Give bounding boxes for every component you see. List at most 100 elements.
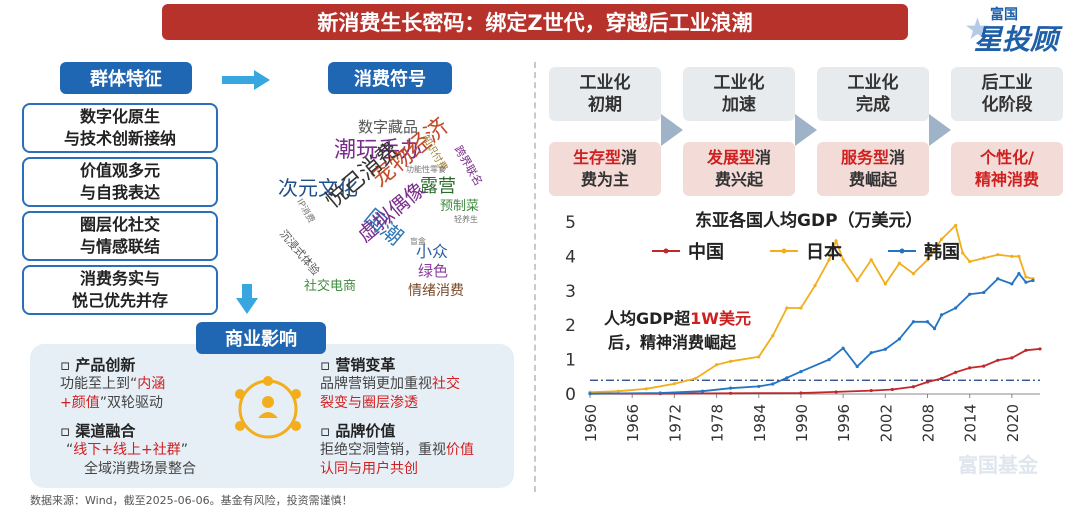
consumption-highlight: 发展型 [706, 148, 755, 167]
data-point [869, 388, 873, 393]
cloud-word: 小众 [416, 242, 449, 261]
people-network-icon [235, 376, 301, 439]
data-point [841, 258, 845, 262]
data-point [1024, 280, 1028, 284]
data-point [644, 387, 648, 391]
stage-2: 工业化 加速 [683, 67, 795, 121]
biz-highlight: 线下+线上+社群 [73, 442, 181, 458]
y-tick-label: 2 [565, 316, 576, 336]
stage-2-line1: 工业化 [713, 73, 765, 93]
cloud-word: 盲盒 [410, 237, 426, 246]
data-point [897, 337, 901, 341]
data-point [827, 358, 831, 362]
data-point [925, 380, 930, 384]
data-point [834, 390, 838, 394]
data-point [729, 386, 733, 390]
biz-brand: ▫ 品牌价值 拒绝空洞营销，重视价值 认同与用户共创 [320, 420, 500, 479]
logo: ★ 富国 星投顾 [964, 4, 1074, 56]
data-point [982, 256, 986, 260]
stage-1-line2: 初期 [588, 95, 622, 115]
stage-4-line1: 后工业 [981, 73, 1033, 93]
data-point [939, 376, 944, 381]
chevron-right-icon [661, 114, 683, 146]
consumption-4: 个性化/ 精神消费 [951, 142, 1063, 196]
chart-plot [588, 223, 1042, 396]
y-tick-label: 3 [565, 282, 576, 302]
chart-annotation-line1: 人均GDP超1W美元 [604, 309, 751, 328]
arrow-right-icon [222, 70, 270, 90]
data-point [982, 290, 986, 295]
feature-1-line1: 数字化原生 [79, 107, 160, 126]
arrow-down-icon [236, 284, 258, 314]
biz-text-part: 功能至上到“ [60, 376, 138, 392]
data-point [869, 258, 873, 262]
feature-3-line1: 圈层化社交 [79, 215, 160, 234]
y-tick-label: 1 [565, 351, 576, 371]
legend-marker [781, 248, 787, 254]
stage-1-line1: 工业化 [579, 73, 631, 93]
data-point [982, 364, 986, 368]
biz-highlight: 价值 [446, 442, 474, 458]
consumption-text: 消 [755, 148, 772, 167]
consumption-4-line1: 个性化/ [980, 148, 1034, 167]
biz-highlight: 认同与用户共创 [320, 461, 418, 477]
legend-label: 中国 [688, 241, 724, 263]
data-point [616, 389, 620, 393]
data-point [729, 359, 733, 363]
data-point [1031, 278, 1035, 283]
data-point [771, 333, 775, 338]
consumption-3-line1: 服务型消 [841, 147, 905, 169]
data-point [911, 385, 916, 389]
cloud-word: 沉浸式体验 [276, 227, 323, 278]
series-line-2 [589, 272, 1034, 395]
stage-3: 工业化 完成 [817, 67, 929, 121]
consumption-2-line1: 发展型消 [707, 147, 771, 169]
feature-2-line2: 与自我表达 [79, 183, 160, 202]
data-point [890, 387, 894, 392]
x-tick-label: 1996 [835, 404, 853, 442]
feature-2-line1: 价值观多元 [79, 161, 160, 180]
y-tick-label: 0 [565, 385, 576, 405]
consumption-3: 服务型消 费崛起 [817, 142, 929, 196]
biz-marketing-title: 营销变革 [335, 356, 396, 374]
data-point [954, 370, 958, 374]
legend-label: 日本 [806, 241, 842, 263]
cloud-word: 绿色 [418, 262, 449, 280]
chart-legend: 中国 日本 韩国 [652, 241, 960, 263]
biz-highlight: 内涵 [137, 376, 166, 392]
y-tick-label: 5 [565, 213, 576, 233]
footer-note: 数据来源：Wind，截至2025-06-06。基金有风险，投资需谨慎！ [30, 494, 353, 507]
biz-marketing-head: ▫ 营销变革 [320, 356, 396, 374]
cloud-word: 数字藏品 [358, 118, 419, 136]
biz-marketing: ▫ 营销变革 品牌营销更加重视社交 裂变与圈层渗透 [320, 354, 500, 413]
data-point [968, 292, 972, 296]
biz-product-head: ▫ 产品创新 [60, 356, 136, 374]
data-point [1017, 272, 1021, 276]
cloud-word: 跨界联名 [451, 143, 485, 189]
data-point [869, 351, 873, 355]
x-tick-label: 2014 [962, 404, 980, 442]
data-point [1024, 348, 1028, 352]
x-tick-label: 1984 [751, 404, 769, 442]
cloud-word: 功能性零食 [406, 165, 446, 174]
x-tick-label: 2020 [1004, 404, 1022, 442]
cloud-word: 轻养生 [454, 215, 478, 224]
data-point [968, 366, 972, 370]
biz-highlight: 裂变与圈层渗透 [320, 395, 418, 411]
consumption-3-line2: 费崛起 [848, 170, 897, 189]
data-point [855, 278, 859, 283]
data-point [714, 363, 719, 367]
biz-product: ▫ 产品创新 功能至上到“内涵 +颜值”双轮驱动 [60, 354, 230, 413]
feature-1: 数字化原生 与技术创新接纳 [22, 103, 218, 153]
biz-channel-title: 渠道融合 [75, 422, 136, 440]
legend-marker [663, 248, 669, 254]
data-point [954, 306, 958, 310]
data-point [925, 258, 930, 262]
cloud-word: 社交电商 [304, 279, 357, 294]
section-divider [534, 62, 536, 492]
data-point [1010, 282, 1014, 286]
consumption-2-line2: 费兴起 [714, 170, 763, 189]
data-point [729, 391, 733, 395]
chart-title: 东亚各国人均GDP（万美元） [695, 210, 923, 231]
biz-text-part: 拒绝空洞营销，重视 [320, 442, 446, 458]
